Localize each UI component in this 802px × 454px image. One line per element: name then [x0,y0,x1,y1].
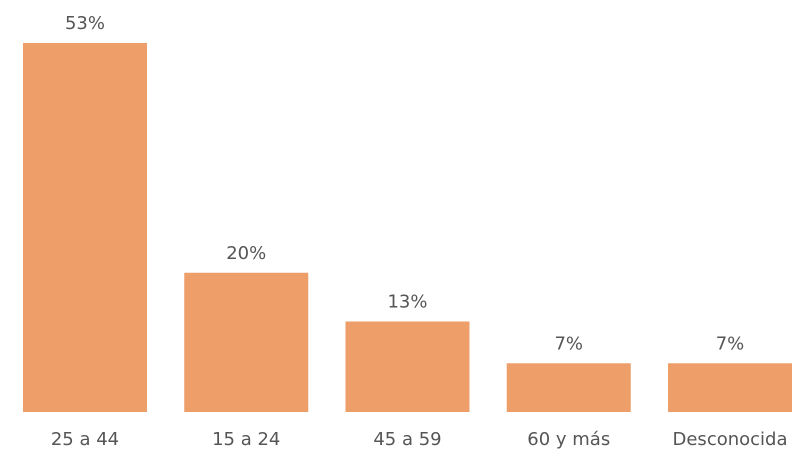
value-label-1: 20% [226,243,266,264]
category-label-1: 15 a 24 [212,429,280,450]
category-labels-group: 25 a 44 15 a 24 45 a 59 60 y más Desconocida [51,429,788,450]
value-label-3: 7% [554,333,583,354]
bars-group [23,43,792,412]
bar-1 [184,272,309,412]
value-label-4: 7% [716,333,745,354]
bar-2 [345,321,470,412]
bar-4 [668,363,792,412]
value-labels-group: 53% 20% 13% 7% 7% [65,13,744,354]
category-label-4: Desconocida [673,429,788,450]
category-label-0: 25 a 44 [51,429,119,450]
bar-3 [506,363,631,412]
bar-0 [23,43,147,412]
category-label-2: 45 a 59 [373,429,441,450]
value-label-0: 53% [65,13,105,34]
value-label-2: 13% [387,291,427,312]
category-label-3: 60 y más [527,429,610,450]
